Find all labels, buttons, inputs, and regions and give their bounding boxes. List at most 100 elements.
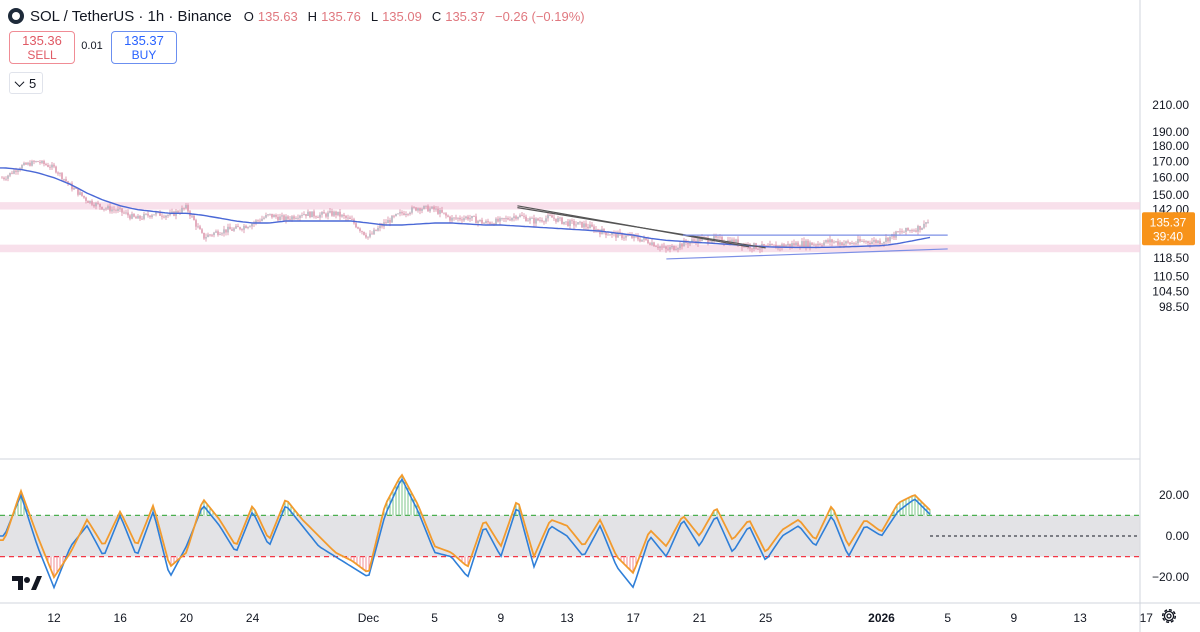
candle-body [127,212,129,216]
candle-body [503,218,505,219]
candle-body [841,242,843,246]
candle-body [455,217,457,219]
candle-body [293,216,295,219]
candle-body [3,177,5,180]
candle-body [85,197,87,201]
candle-body [793,243,795,246]
candle-body [37,161,39,162]
candle-body [811,242,813,245]
candle-body [73,188,75,190]
candle-body [39,161,41,163]
ohlc-close-value: 135.37 [445,8,485,24]
candle-body [135,216,137,219]
price-tick-label: 190.00 [1152,125,1189,139]
time-tick-label: 5 [431,611,438,625]
candle-body [621,233,623,239]
candle-body [145,213,147,215]
candle-body [515,216,517,219]
ohlc-high-key: H [307,8,318,24]
candle-body [481,219,483,224]
candle-body [541,220,543,222]
candle-body [857,238,859,244]
gear-icon[interactable] [1160,607,1178,625]
candle-body [301,214,303,216]
indicators-collapse-toggle[interactable]: 5 [9,72,44,94]
candle-body [397,213,399,215]
candle-body [313,211,315,217]
candle-body [465,216,467,219]
candle-body [733,239,735,244]
candle-body [869,242,871,245]
candle-body [873,240,875,242]
candle-body [437,208,439,214]
candle-body [885,237,887,242]
candle-body [401,212,403,214]
candle-body [281,215,283,217]
price-tick-label: 160.00 [1152,171,1189,185]
candle-body [433,206,435,210]
candle-body [487,221,489,223]
support-resistance-zones [0,202,1140,253]
buy-button[interactable]: 135.37 BUY [111,31,177,64]
trendline-layer [517,205,948,260]
candle-body [233,228,235,231]
candle-body [43,160,45,165]
candle-body [805,240,807,247]
candle-body [665,246,667,249]
candle-body [67,181,69,184]
candle-body [203,232,205,239]
candle-body [355,223,357,228]
candle-body [431,206,433,209]
candle-body [241,229,243,231]
candle-body [109,206,111,212]
candle-body [407,214,409,215]
candle-body [617,232,619,238]
candle-body [387,219,389,224]
candle-body [307,211,309,216]
spread-value: 0.01 [81,40,103,52]
candle-body [411,207,413,213]
candle-body [47,165,49,167]
candle-body [659,246,661,248]
candle-body [207,234,209,238]
candle-body [627,235,629,237]
candle-body [71,183,73,190]
candle-body [107,206,109,209]
candle-body [725,242,727,244]
symbol-title[interactable]: SOL / TetherUS · 1h · Binance [30,7,232,25]
sell-button[interactable]: 135.36 SELL [9,31,75,64]
candle-body [303,214,305,215]
candle-body [305,214,307,216]
candle-body [87,200,89,203]
candle-body [287,216,289,219]
sell-price: 135.36 [22,32,62,48]
candle-body [579,221,581,223]
trendline-rising-support [666,248,948,260]
candle-body [217,231,219,235]
candle-body [139,215,141,219]
candle-body [15,170,17,172]
tradingview-logo-icon[interactable] [12,574,42,592]
time-tick-label: 2026 [868,611,895,625]
candle-body [25,162,27,165]
ohlc-high-value: 135.76 [321,8,361,24]
candle-body [283,215,285,221]
time-tick-label: 12 [47,611,61,625]
candle-body [521,215,523,216]
candle-body [147,213,149,216]
candle-body [879,240,881,245]
candle-body [263,217,265,219]
candle-body [647,239,649,244]
candle-body [843,243,845,246]
candle-body [369,233,371,237]
candle-body [261,218,263,222]
candle-body [489,222,491,225]
candle-body [717,236,719,238]
candle-body [483,222,485,224]
candle-body [451,217,453,221]
candle-body [547,215,549,219]
candle-body [429,208,431,212]
candle-body [311,211,313,218]
candle-body [405,214,407,215]
